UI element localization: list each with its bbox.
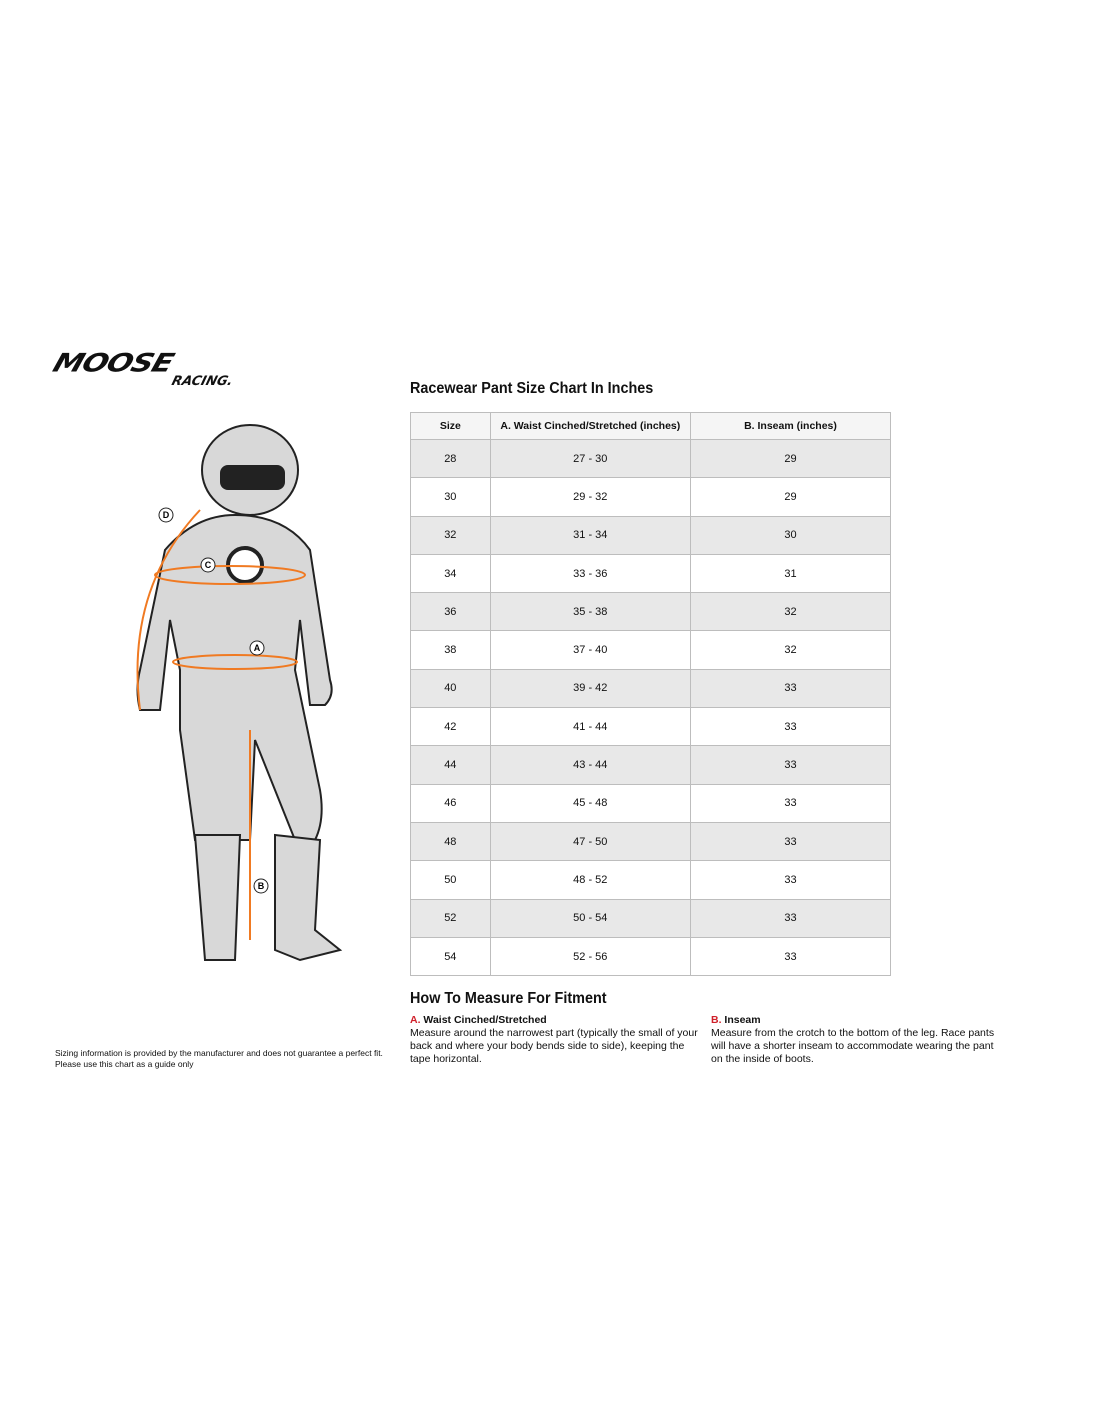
waist-cell: 48 - 52 <box>489 860 691 900</box>
marker-b: B <box>258 881 265 891</box>
measure-a-label: Waist Cinched/Stretched <box>423 1014 547 1026</box>
size-chart-table: Size A. Waist Cinched/Stretched (inches)… <box>410 412 892 977</box>
table-row: 36 35 - 38 32 <box>410 592 892 632</box>
inseam-cell: 33 <box>689 668 892 709</box>
size-cell: 38 <box>410 630 491 670</box>
size-cell: 48 <box>410 821 491 862</box>
size-cell: 32 <box>410 515 491 555</box>
table-row: 44 43 - 44 33 <box>410 745 892 785</box>
inseam-cell: 29 <box>689 477 892 517</box>
size-cell: 44 <box>410 745 491 785</box>
inseam-cell: 33 <box>689 860 892 900</box>
table-row: 50 48 - 52 33 <box>410 860 892 900</box>
page-title: Racewear Pant Size Chart In Inches <box>410 380 654 397</box>
inseam-cell: 33 <box>689 821 892 862</box>
waist-cell: 47 - 50 <box>489 821 691 862</box>
size-cell: 40 <box>410 668 491 709</box>
waist-cell: 37 - 40 <box>489 630 691 670</box>
waist-cell: 43 - 44 <box>489 745 691 785</box>
moose-racing-logo: MOOSE RACING. <box>49 349 234 392</box>
header-inseam: B. Inseam (inches) <box>689 412 892 440</box>
inseam-cell: 29 <box>689 438 892 479</box>
measure-b-text: Measure from the crotch to the bottom of… <box>711 1027 995 1065</box>
size-cell: 50 <box>410 860 491 900</box>
marker-a: A <box>254 643 261 653</box>
size-cell: 54 <box>410 936 491 977</box>
inseam-cell: 33 <box>689 707 892 747</box>
waist-cell: 45 - 48 <box>489 783 691 823</box>
waist-cell: 52 - 56 <box>489 936 691 977</box>
inseam-cell: 33 <box>689 898 892 938</box>
table-row: 46 45 - 48 33 <box>410 783 892 823</box>
measure-a-letter: A. <box>410 1014 421 1026</box>
inseam-cell: 32 <box>689 630 892 670</box>
inseam-cell: 32 <box>689 592 892 632</box>
waist-cell: 41 - 44 <box>489 707 691 747</box>
inseam-cell: 30 <box>689 515 892 555</box>
measure-b-label: Inseam <box>724 1014 761 1026</box>
size-cell: 42 <box>410 707 491 747</box>
logo-sub: RACING. <box>169 374 235 389</box>
measure-heading: How To Measure For Fitment <box>410 990 607 1007</box>
size-cell: 28 <box>410 438 491 479</box>
waist-cell: 29 - 32 <box>489 477 691 517</box>
table-row: 48 47 - 50 33 <box>410 821 892 862</box>
table-row: 40 39 - 42 33 <box>410 668 892 709</box>
table-row: 34 33 - 36 31 <box>410 553 892 594</box>
table-row: 38 37 - 40 32 <box>410 630 892 670</box>
waist-cell: 33 - 36 <box>489 553 691 594</box>
measure-a: A. Waist Cinched/Stretched Measure aroun… <box>410 1014 700 1066</box>
waist-cell: 39 - 42 <box>489 668 691 709</box>
marker-d: D <box>163 510 170 520</box>
measure-a-text: Measure around the narrowest part (typic… <box>410 1027 698 1065</box>
disclaimer: Sizing information is provided by the ma… <box>55 1048 383 1069</box>
logo-text: MOOSE <box>49 348 177 379</box>
inseam-cell: 33 <box>689 745 892 785</box>
waist-cell: 35 - 38 <box>489 592 691 632</box>
table-row: 52 50 - 54 33 <box>410 898 892 938</box>
inseam-cell: 31 <box>689 553 892 594</box>
table-row: 54 52 - 56 33 <box>410 936 892 977</box>
size-cell: 36 <box>410 592 491 632</box>
marker-c: C <box>205 560 212 570</box>
table-row: 32 31 - 34 30 <box>410 515 892 555</box>
waist-cell: 50 - 54 <box>489 898 691 938</box>
table-row: 28 27 - 30 29 <box>410 438 892 479</box>
rider-measurement-illustration: A B C D <box>136 424 343 962</box>
size-cell: 46 <box>410 783 491 823</box>
size-cell: 30 <box>410 477 491 517</box>
measure-b: B. Inseam Measure from the crotch to the… <box>711 1014 1001 1066</box>
table-row: 42 41 - 44 33 <box>410 707 892 747</box>
waist-cell: 27 - 30 <box>489 438 691 479</box>
waist-cell: 31 - 34 <box>489 515 691 555</box>
measure-b-letter: B. <box>711 1014 722 1026</box>
header-size: Size <box>410 412 491 440</box>
inseam-cell: 33 <box>689 936 892 977</box>
header-waist: A. Waist Cinched/Stretched (inches) <box>489 412 691 440</box>
table-row: 30 29 - 32 29 <box>410 477 892 517</box>
size-cell: 52 <box>410 898 491 938</box>
size-cell: 34 <box>410 553 491 594</box>
inseam-cell: 33 <box>689 783 892 823</box>
